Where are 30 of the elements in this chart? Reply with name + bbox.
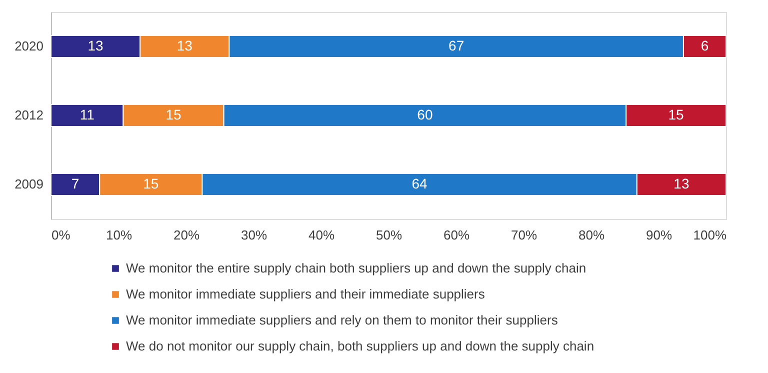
y-tick-label: 2012 — [14, 108, 44, 122]
data-label: 11 — [80, 106, 95, 122]
data-label: 6 — [700, 38, 709, 54]
data-label: 7 — [71, 176, 80, 192]
data-label: 60 — [417, 106, 433, 122]
x-tick-label: 100% — [693, 228, 727, 242]
x-tick-label: 50% — [376, 228, 402, 242]
data-label: 15 — [166, 106, 182, 122]
data-label: 64 — [412, 176, 428, 192]
data-label: 67 — [448, 38, 464, 54]
legend-label: We do not monitor our supply chain, both suppliers up and down the supply chain — [126, 338, 594, 354]
data-label: 13 — [176, 38, 193, 54]
x-tick-label: 10% — [106, 228, 132, 242]
legend-label: We monitor the entire supply chain both suppliers up and down the supply chain — [126, 260, 586, 276]
y-tick-label: 2020 — [14, 38, 44, 54]
legend-label: We monitor immediate suppliers and rely on them to monitor their suppliers — [126, 312, 558, 328]
data-label: 13 — [88, 38, 104, 54]
x-tick-label: 60% — [443, 228, 470, 242]
x-tick-label: 20% — [173, 228, 200, 242]
data-label: 15 — [143, 176, 159, 192]
x-tick-label: 40% — [308, 228, 335, 242]
data-label: 15 — [668, 106, 684, 122]
data-label: 13 — [674, 176, 690, 192]
x-tick-label: 0% — [52, 228, 71, 242]
legend-label: We monitor immediate suppliers and their immediate suppliers — [126, 286, 486, 302]
x-tick-label: 90% — [646, 228, 672, 242]
y-tick-label: 2009 — [14, 176, 44, 192]
x-tick-label: 70% — [510, 228, 538, 242]
x-tick-label: 80% — [578, 228, 605, 242]
x-tick-label: 30% — [240, 228, 268, 242]
